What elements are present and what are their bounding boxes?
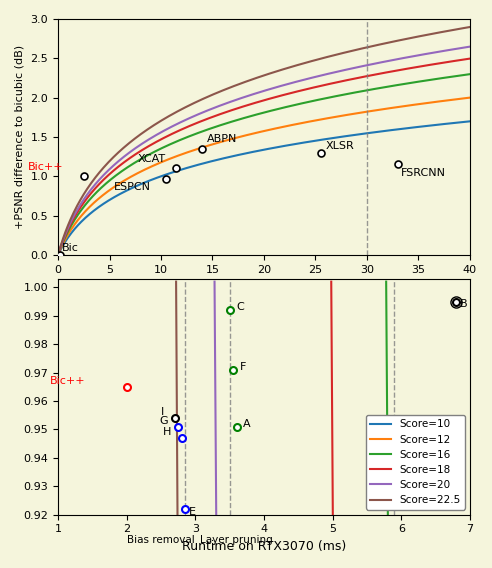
Text: XLSR: XLSR bbox=[326, 141, 355, 151]
Text: E: E bbox=[188, 507, 195, 517]
Text: ABPN: ABPN bbox=[207, 135, 238, 144]
Text: F: F bbox=[240, 362, 246, 372]
Text: H: H bbox=[163, 427, 171, 437]
Text: Bic++: Bic++ bbox=[50, 376, 86, 386]
Text: I: I bbox=[161, 407, 164, 417]
X-axis label: Runtime on RTX3070 (ms): Runtime on RTX3070 (ms) bbox=[182, 540, 346, 553]
Text: FSRCNN: FSRCNN bbox=[401, 168, 446, 178]
Text: ESPCN: ESPCN bbox=[114, 182, 151, 193]
Text: B: B bbox=[460, 299, 467, 309]
Legend: Score=10, Score=12, Score=16, Score=18, Score=20, Score=22.5: Score=10, Score=12, Score=16, Score=18, … bbox=[366, 415, 465, 509]
Text: XCAT: XCAT bbox=[138, 154, 166, 164]
Text: Bic++: Bic++ bbox=[28, 162, 63, 172]
Text: C: C bbox=[237, 302, 244, 312]
Text: Layer pruning: Layer pruning bbox=[200, 535, 273, 545]
Text: Bias removal: Bias removal bbox=[127, 535, 195, 545]
Text: Bic: Bic bbox=[62, 243, 79, 253]
Text: G: G bbox=[159, 416, 168, 426]
Y-axis label: +PSNR difference to bicubic (dB): +PSNR difference to bicubic (dB) bbox=[15, 45, 25, 229]
Text: A: A bbox=[244, 419, 251, 429]
